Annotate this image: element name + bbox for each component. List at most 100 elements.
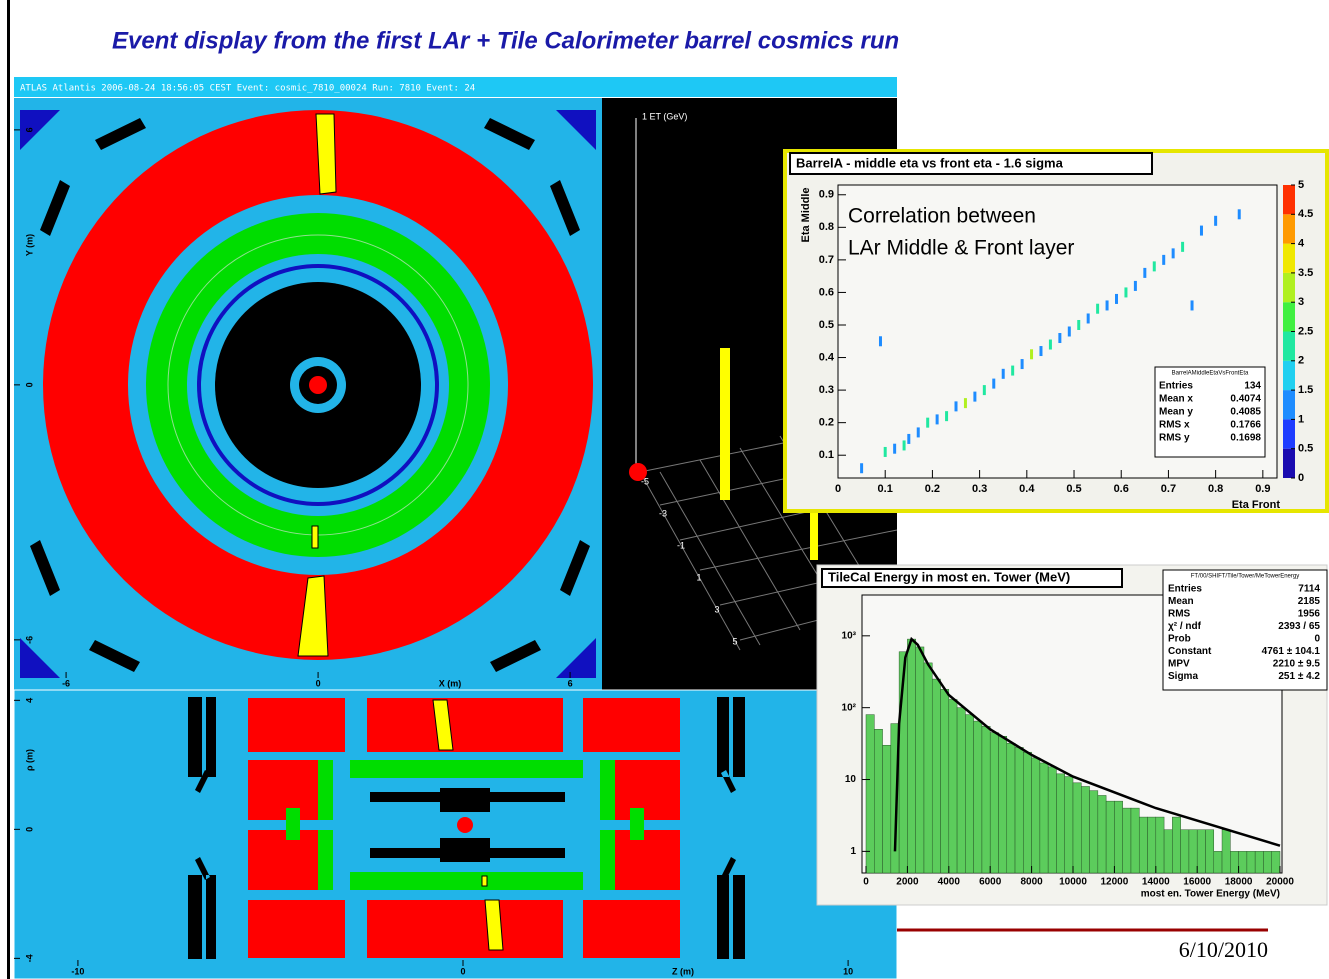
y-axis-label: ρ (m) bbox=[24, 749, 34, 771]
histogram-bar bbox=[1148, 817, 1156, 873]
atlantis-header-text: ATLAS Atlantis 2006-08-24 18:56:05 CEST … bbox=[20, 84, 475, 94]
stats-label: RMS y bbox=[1159, 433, 1190, 444]
histogram-bar bbox=[1214, 851, 1222, 873]
x-tick-label: 18000 bbox=[1225, 877, 1253, 888]
annotation: Correlation between bbox=[848, 205, 1036, 228]
stats-value: 0.4085 bbox=[1230, 407, 1261, 418]
x-tick-label: 4000 bbox=[938, 877, 961, 888]
histogram-bar bbox=[1015, 747, 1023, 873]
histogram-bar bbox=[907, 639, 915, 873]
scatter-point bbox=[1172, 248, 1175, 258]
scatter-point bbox=[1214, 216, 1217, 226]
scatter-point bbox=[1238, 209, 1241, 219]
y-tick-label: 0.6 bbox=[819, 286, 834, 298]
scatter-point bbox=[1181, 242, 1184, 252]
color-band bbox=[1283, 214, 1295, 243]
scatter-point bbox=[1068, 327, 1071, 337]
stats-label: χ² / ndf bbox=[1168, 621, 1202, 632]
scatter-point bbox=[1191, 300, 1194, 310]
scatter-point bbox=[907, 434, 910, 444]
histogram-bar bbox=[1172, 817, 1180, 873]
stats-header: BarrelAMiddleEtaVsFrontEta bbox=[1172, 371, 1249, 377]
y-tick-label: 0.1 bbox=[819, 449, 834, 461]
stats-value: 1956 bbox=[1298, 609, 1321, 620]
histogram-bar bbox=[1090, 791, 1098, 873]
scatter-point bbox=[1153, 261, 1156, 271]
colorbar-tick-label: 3.5 bbox=[1298, 267, 1313, 279]
histogram-bar bbox=[924, 663, 932, 873]
stats-label: Entries bbox=[1168, 584, 1202, 595]
x-tick-label: 0.8 bbox=[1208, 483, 1223, 495]
x-tick-label: 0.7 bbox=[1161, 483, 1176, 495]
scatter-point bbox=[945, 411, 948, 421]
x-tick-label: 2000 bbox=[896, 877, 919, 888]
color-band bbox=[1283, 390, 1295, 419]
colorbar-tick-label: 5 bbox=[1298, 179, 1304, 191]
histogram-bar bbox=[1156, 817, 1164, 873]
stats-label: RMS bbox=[1168, 609, 1191, 620]
scatter-point bbox=[1002, 369, 1005, 379]
stats-value: 0.1698 bbox=[1230, 433, 1261, 444]
histogram-bar bbox=[965, 715, 973, 873]
y-tick-label: -6 bbox=[24, 636, 34, 644]
x-tick-label: 12000 bbox=[1100, 877, 1128, 888]
lego-tick-label: -3 bbox=[659, 508, 667, 518]
x-tick-label: 0.2 bbox=[925, 483, 940, 495]
histogram-bar bbox=[1255, 851, 1263, 873]
x-axis-label: most en. Tower Energy (MeV) bbox=[1141, 889, 1280, 900]
histogram-bar bbox=[974, 721, 982, 873]
histogram-bar bbox=[1040, 763, 1048, 873]
stats-value: 0 bbox=[1314, 634, 1320, 645]
histogram-bar bbox=[1272, 851, 1280, 873]
colorbar-tick-label: 4 bbox=[1298, 238, 1305, 250]
histogram-bar bbox=[916, 647, 924, 873]
histogram-bar bbox=[957, 708, 965, 873]
y-tick-label: 0 bbox=[24, 382, 34, 387]
x-tick-label: -10 bbox=[71, 966, 84, 976]
stats-label: Entries bbox=[1159, 381, 1193, 392]
scatter-point bbox=[1049, 340, 1052, 350]
histogram-bar bbox=[1189, 830, 1197, 873]
vertex bbox=[457, 817, 473, 833]
x-tick-label: 0 bbox=[863, 877, 869, 888]
stats-header: FT/00/SHIFT/Tile/Tower/MeTowerEnergy bbox=[1191, 574, 1299, 580]
histogram-bar bbox=[941, 689, 949, 873]
color-band bbox=[1283, 361, 1295, 390]
histogram-bar bbox=[1123, 808, 1131, 873]
y-tick-label: 1 bbox=[850, 846, 856, 857]
stats-label: Mean y bbox=[1159, 407, 1193, 418]
histogram-bar bbox=[1239, 851, 1247, 873]
scatter-point bbox=[1058, 333, 1061, 343]
lego-tick-label: -1 bbox=[677, 540, 685, 550]
color-band bbox=[1283, 449, 1295, 478]
histogram-bar bbox=[1081, 786, 1089, 873]
x-tick-label: 16000 bbox=[1183, 877, 1211, 888]
histogram-bar bbox=[1230, 851, 1238, 873]
scatter-title: BarrelA - middle eta vs front eta - 1.6 … bbox=[796, 155, 1064, 170]
histogram-title: TileCal Energy in most en. Tower (MeV) bbox=[828, 569, 1070, 584]
y-tick-label: 0.4 bbox=[819, 351, 835, 363]
y-tick-label: -4 bbox=[24, 954, 34, 962]
scatter-point bbox=[1143, 268, 1146, 278]
color-band bbox=[1283, 332, 1295, 361]
x-tick-label: 8000 bbox=[1020, 877, 1043, 888]
y-tick-label: 4 bbox=[24, 698, 34, 703]
scatter-point bbox=[1077, 320, 1080, 330]
y-axis-label: Y (m) bbox=[24, 234, 34, 256]
scatter-point bbox=[1021, 359, 1024, 369]
stats-value: 2393 / 65 bbox=[1278, 621, 1320, 632]
scatter-point bbox=[992, 379, 995, 389]
scatter-point bbox=[1030, 349, 1033, 359]
colorbar-tick-label: 2.5 bbox=[1298, 325, 1313, 337]
histogram-bar bbox=[1032, 758, 1040, 873]
annotation: LAr Middle & Front layer bbox=[848, 237, 1074, 260]
histogram-bar bbox=[1098, 795, 1106, 873]
stats-value: 2185 bbox=[1298, 596, 1321, 607]
lego-tick-label: 3 bbox=[714, 604, 719, 614]
color-band bbox=[1283, 273, 1295, 302]
scatter-point bbox=[860, 463, 863, 473]
histogram-bar bbox=[949, 699, 957, 873]
x-tick-label: 14000 bbox=[1142, 877, 1170, 888]
histogram-bar bbox=[1197, 830, 1205, 873]
scatter-point bbox=[903, 440, 906, 450]
